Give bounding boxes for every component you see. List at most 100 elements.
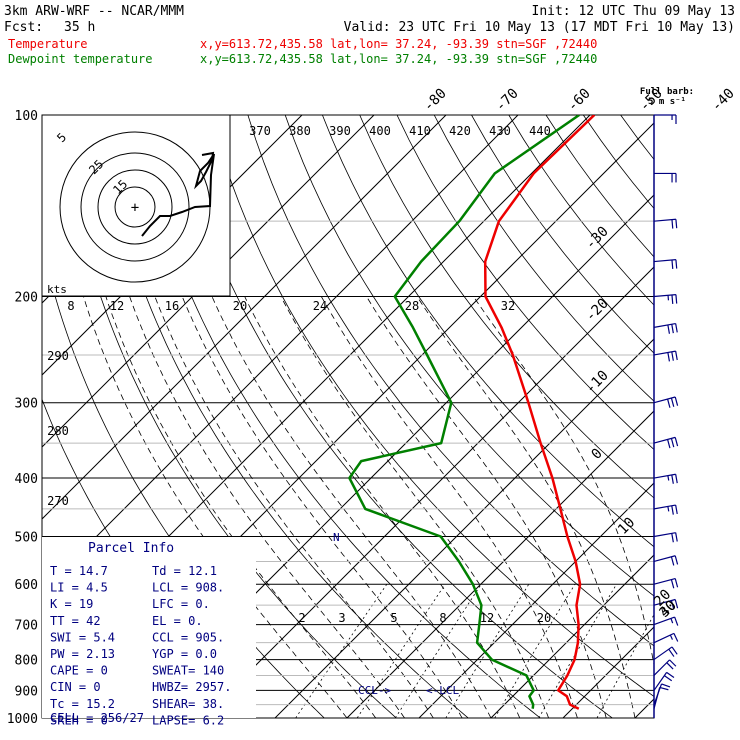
theta-label: 420 [449, 124, 471, 138]
wind-barb-flag [671, 259, 674, 269]
parcel-cell: CELL = 256/27 [50, 711, 144, 725]
wind-barb-flag [670, 600, 675, 610]
pressure-label: 700 [15, 619, 38, 634]
wind-barb-flag [675, 323, 678, 333]
wind-barb-flag [675, 219, 678, 229]
wind-barb-flag [671, 474, 674, 484]
parcel-info-title: Parcel Info [88, 541, 174, 556]
theta-label: 440 [529, 124, 551, 138]
isotherm-label: -10 [583, 368, 612, 397]
wind-barb [654, 114, 677, 124]
model-title: 3km ARW-WRF -- NCAR/MMM [4, 4, 184, 19]
ccl-marker: CCL-> [358, 684, 391, 697]
parcel-row-left: TT = 42 [50, 614, 101, 628]
isotherm [418, 482, 654, 718]
moist-adiabat [320, 296, 578, 718]
parcel-row-right: YGP = 0.0 [152, 647, 217, 661]
pressure-label: 1000 [7, 712, 38, 727]
isotherm-label: -40 [709, 86, 738, 115]
wind-barb-flag [671, 351, 674, 361]
wind-barb-flag [670, 397, 675, 407]
parcel-row-right: LAPSE= 6.2 [152, 713, 224, 727]
wind-barb [653, 218, 678, 229]
wind-barb [653, 532, 678, 543]
wind-barb-flag [674, 555, 679, 565]
parcel-info-box: Parcel Info T = 14.7 Td = 12.1 LI = 4.5 LCL… [42, 537, 256, 727]
parcel-row-left: SWI = 5.4 [50, 630, 115, 644]
mixing-ratio-label: 5 [390, 611, 397, 625]
pressure-label: 300 [15, 397, 38, 412]
wind-barb-flag [671, 533, 674, 543]
isotherm-label: -60 [565, 86, 594, 115]
dry-adiabat [658, 115, 740, 718]
mixing-ratio-line [394, 583, 482, 718]
wind-barb-flag [675, 259, 678, 269]
wind-barb-staff [653, 436, 676, 444]
wind-barb-flag [675, 532, 678, 542]
wind-barb-flag [671, 646, 678, 655]
isotherm-label: -80 [421, 86, 450, 115]
wind-barb-flag [671, 324, 674, 334]
wind-barb [653, 350, 678, 362]
hodograph-speed-label: 8 [67, 299, 74, 313]
wind-barb-flag [664, 675, 673, 682]
wind-barb [653, 577, 679, 589]
pressure-label: 900 [15, 684, 38, 699]
moist-adiabat [244, 296, 521, 718]
mixing-ratio-line [356, 583, 446, 718]
barb-legend-title: Full barb: [640, 87, 694, 97]
dry-adiabat [247, 115, 654, 647]
parcel-row-left: CAPE = 0 [50, 664, 108, 678]
wind-barb-flag [669, 634, 674, 640]
wind-barb [653, 396, 679, 408]
parcel-row-right: CCL = 905. [152, 630, 224, 644]
isotherm [42, 115, 519, 592]
wind-barb-flag [670, 556, 675, 566]
mixing-ratio-label: 2 [298, 611, 305, 625]
mixing-ratio-label: 3 [338, 611, 345, 625]
wind-barb-flag [667, 398, 671, 408]
forecast-label: Fcst: [4, 20, 43, 35]
theta-label: 430 [489, 124, 511, 138]
temperature-location: x,y=613.72,435.58 lat,lon= 37.24, -93.39… [200, 37, 597, 51]
parcel-row-right: HWBZ= 2957. [152, 680, 231, 694]
parcel-row-left: SREH = 0 [50, 713, 108, 727]
hodograph-frame [41, 114, 231, 297]
wind-barb-flag [674, 396, 679, 406]
isotherm [42, 115, 447, 520]
wind-barb-staff [653, 659, 670, 676]
dry-adiabat [284, 115, 654, 597]
wind-barb-staff [653, 532, 676, 538]
wind-barb-flag [670, 618, 674, 624]
hodograph-speed-label: 32 [501, 299, 515, 313]
wind-barb-flag [667, 439, 671, 449]
wind-barb-flag [666, 671, 675, 679]
wind-barb-staff [653, 646, 673, 661]
pressure-label: 200 [15, 291, 38, 306]
mixing-ratio-line [295, 583, 388, 718]
isotherm [42, 115, 375, 448]
isotherm [346, 410, 654, 718]
isotherm [490, 554, 654, 718]
wind-barb [654, 172, 677, 183]
parcel-row-left: Tc = 15.2 [50, 697, 115, 711]
forecast-hour: 35 h [64, 20, 95, 35]
parcel-row-left: PW = 2.13 [50, 647, 115, 661]
wind-barb-flag [667, 352, 671, 362]
pressure-label: 400 [15, 472, 38, 487]
hodograph-units: kts [47, 283, 67, 296]
isotherm [0, 115, 14, 718]
dry-adiabat [359, 115, 654, 499]
wind-barb [653, 294, 678, 304]
hodograph-speed-label: 24 [313, 299, 327, 313]
hodograph-ring [80, 152, 190, 262]
marker-n: N [333, 531, 340, 544]
dewpoint-profile [348, 115, 580, 709]
wind-barb-flag [666, 662, 674, 670]
wind-barb [653, 671, 675, 691]
wind-barb-flag [671, 219, 674, 229]
isotherm-label: -20 [583, 296, 612, 325]
wind-barb-staff [653, 632, 675, 644]
isotherm [202, 266, 654, 718]
moist-adiabat [416, 296, 636, 718]
